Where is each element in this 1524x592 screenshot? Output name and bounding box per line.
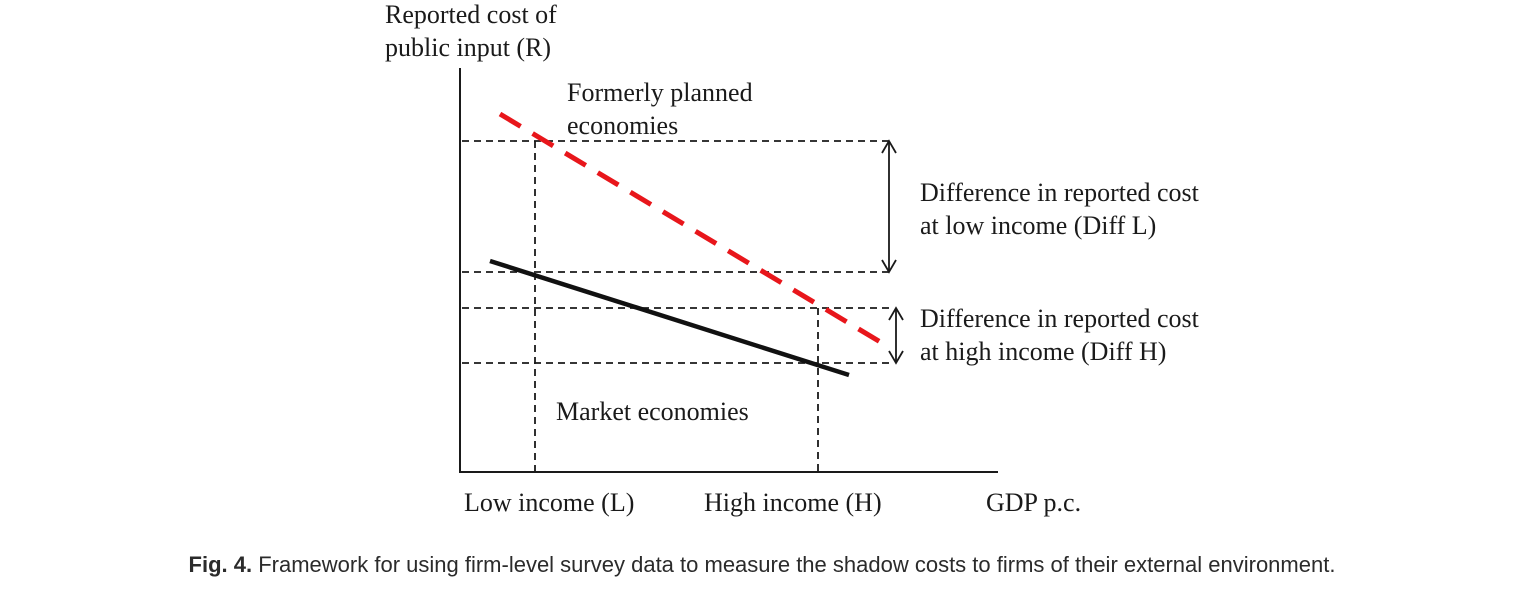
x-axis-label: GDP p.c. <box>986 488 1081 517</box>
vertical-guides <box>534 141 819 471</box>
planned-label-line2: economies <box>567 111 678 140</box>
diff-high-arrow <box>888 306 904 365</box>
diff-high-label-line1: Difference in reported cost <box>920 304 1200 333</box>
diff-low-label-line1: Difference in reported cost <box>920 178 1200 207</box>
planned-label-line1: Formerly planned <box>567 78 753 107</box>
caption-label: Fig. 4. <box>188 552 253 577</box>
figure-caption: Fig. 4. Framework for using firm-level s… <box>0 552 1524 578</box>
diff-high-label-line2: at high income (Diff H) <box>920 337 1166 366</box>
market-economies-line <box>489 258 850 378</box>
y-axis-label-line2: public input (R) <box>385 33 551 62</box>
x-tick-low-income: Low income (L) <box>464 488 634 517</box>
diff-low-label-line2: at low income (Diff L) <box>920 211 1156 240</box>
diff-low-arrow <box>881 139 897 274</box>
planned-economies-line <box>498 111 889 349</box>
market-label: Market economies <box>556 397 749 426</box>
x-tick-high-income: High income (H) <box>704 488 882 517</box>
horizontal-guides <box>462 140 890 364</box>
caption-text: Framework for using firm-level survey da… <box>258 552 1336 577</box>
y-axis-label-line1: Reported cost of <box>385 0 557 29</box>
